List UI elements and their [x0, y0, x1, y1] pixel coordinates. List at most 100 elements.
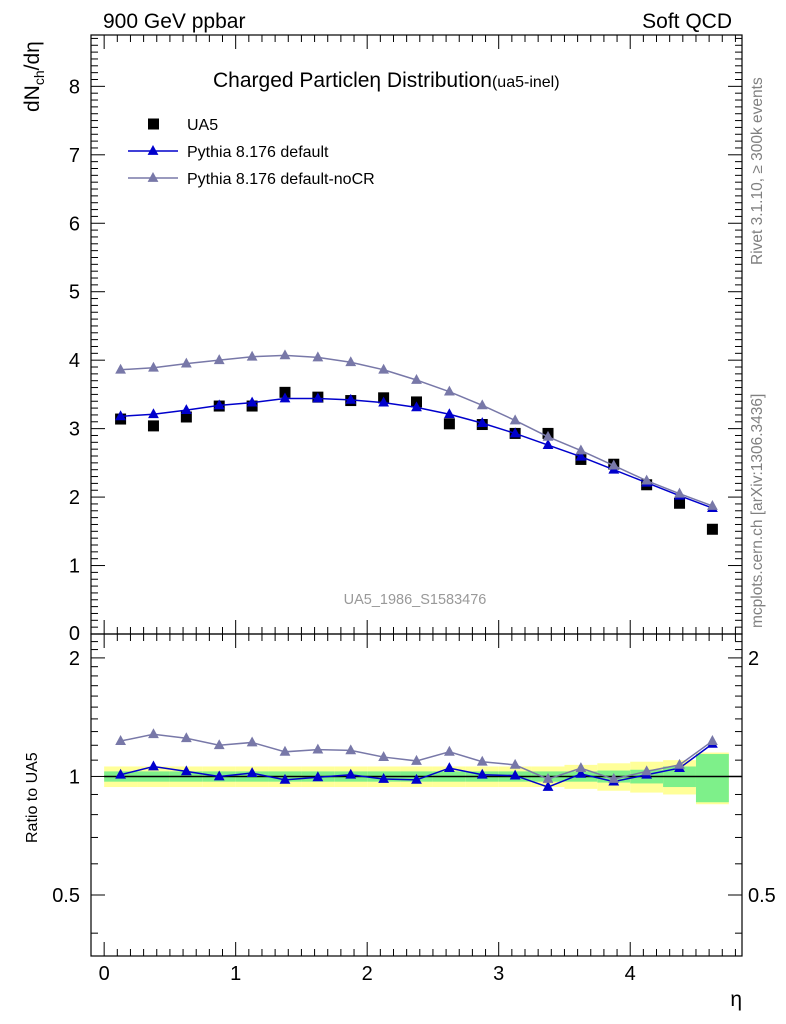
ratio-series-marker — [674, 758, 685, 769]
series-marker — [443, 408, 455, 419]
ratio-y-tick-label: 2 — [69, 648, 80, 670]
y-tick-label: 1 — [69, 556, 80, 578]
ratio-series-marker — [213, 739, 225, 750]
series-marker — [674, 487, 685, 498]
ratio-y-tick-label-right: 2 — [748, 648, 759, 670]
ratio-series-marker — [378, 751, 390, 761]
series-marker — [707, 499, 718, 510]
legend-marker-ua5 — [148, 118, 159, 130]
y-tick-label: 8 — [69, 76, 80, 98]
ratio-series-marker — [476, 755, 488, 766]
axes: 0 1 2 3 4 1 2 3 4 5 6 7 8 0 0.5 1 2 0.5 2 — [52, 35, 776, 985]
series-marker — [509, 414, 521, 425]
series-marker — [246, 350, 258, 361]
y-tick-label: 5 — [69, 282, 80, 304]
series-marker — [180, 404, 192, 415]
series-marker — [378, 396, 390, 407]
y-axis-label-subscript: ch — [31, 70, 47, 85]
y-tick-label: 4 — [69, 350, 80, 372]
ratio-series-marker — [443, 745, 455, 756]
series-marker — [641, 474, 653, 485]
x-tick-label: 4 — [625, 963, 636, 985]
data-point-ua5 — [180, 411, 192, 423]
header-right: Soft QCD — [642, 10, 732, 33]
ratio-series-marker — [542, 773, 554, 783]
series-marker — [213, 399, 225, 410]
series-marker — [115, 410, 126, 421]
series-marker — [476, 417, 488, 428]
series-marker — [148, 361, 159, 372]
ratio-y-tick-label-right: 0.5 — [748, 885, 776, 907]
series-marker — [345, 393, 357, 404]
ratio-series-marker — [213, 770, 225, 781]
ratio-series-marker — [411, 773, 422, 784]
series-marker — [312, 351, 324, 362]
chart-title-main: Charged Particleη Distribution — [213, 69, 492, 92]
series-marker — [542, 439, 554, 449]
ratio-series-marker — [279, 745, 291, 756]
ratio-series-marker — [542, 781, 554, 791]
y-tick-label: 3 — [69, 419, 80, 441]
series-marker — [575, 444, 587, 455]
legend: UA5 Pythia 8.176 default Pythia 8.176 defa… — [128, 117, 375, 188]
ratio-series-marker — [180, 765, 192, 776]
ratio-y-axis-label: Ratio to UA5 — [24, 752, 41, 843]
ratio-series-marker — [575, 767, 587, 778]
x-tick-label: 2 — [362, 963, 373, 985]
ratio-series-marker — [312, 771, 324, 782]
ratio-band-inner-bin — [695, 754, 729, 803]
series-marker — [180, 357, 192, 368]
series-marker — [279, 392, 291, 403]
series-marker — [608, 459, 620, 470]
ratio-series-marker — [641, 765, 653, 776]
ratio-series-marker — [707, 735, 718, 745]
ratio-series-marker — [148, 728, 159, 739]
series-marker — [476, 399, 488, 410]
legend-entry: UA5 — [187, 117, 218, 134]
ratio-y-tick-label: 0.5 — [52, 885, 80, 907]
y-tick-label-zero: 0 — [69, 623, 80, 645]
ratio-series-marker — [345, 744, 357, 755]
x-tick-label: 3 — [493, 963, 504, 985]
series-marker — [411, 401, 422, 412]
series-marker — [213, 354, 225, 365]
ratio-series-marker — [476, 768, 488, 779]
series-marker — [279, 349, 291, 360]
ratio-series-marker — [345, 768, 357, 779]
ratio-series-marker — [148, 760, 159, 771]
data-point-ua5 — [674, 497, 686, 509]
ratio-series-marker — [443, 762, 455, 773]
ratio-series-marker — [246, 736, 258, 747]
ratio-series-marker — [115, 768, 126, 779]
analysis-label: UA5_1986_S1583476 — [344, 592, 487, 608]
y-tick-label: 7 — [69, 145, 80, 167]
ratio-series-marker — [312, 743, 324, 754]
ratio-series-marker — [115, 735, 126, 745]
ratio-series-marker — [509, 769, 521, 780]
legend-entry: Pythia 8.176 default — [187, 144, 329, 161]
legend-marker — [147, 172, 159, 182]
ratio-y-tick-label: 1 — [69, 766, 80, 788]
series-marker — [148, 408, 159, 419]
legend-marker — [147, 145, 159, 155]
data-series — [115, 349, 718, 791]
ratio-series-marker — [180, 732, 192, 743]
data-point-ua5 — [443, 418, 455, 430]
series-marker — [246, 396, 258, 407]
series-marker — [411, 374, 422, 384]
ratio-series-marker — [378, 773, 390, 783]
legend-entry: Pythia 8.176 default-noCR — [187, 171, 375, 188]
chart-title-suffix: (ua5-inel) — [492, 74, 560, 91]
series-marker — [575, 450, 587, 461]
ratio-frame — [90, 633, 743, 957]
series-line — [120, 397, 713, 509]
ratio-series-marker — [608, 773, 620, 783]
rivet-label: Rivet 3.1.10, ≥ 300k events — [749, 77, 766, 265]
ratio-series-marker — [509, 758, 521, 769]
mcplots-label: mcplots.cern.ch [arXiv:1306.3436] — [749, 394, 766, 628]
ratio-series-marker — [279, 773, 291, 784]
y-tick-label: 2 — [69, 487, 80, 509]
data-point-ua5 — [706, 523, 718, 535]
data-point-ua5 — [279, 386, 291, 398]
ratio-series-marker — [246, 767, 258, 777]
